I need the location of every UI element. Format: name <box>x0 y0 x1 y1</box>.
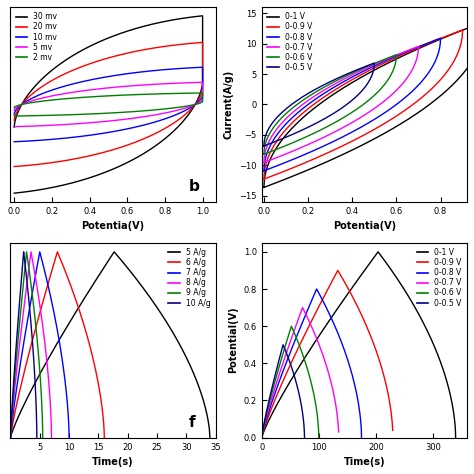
X-axis label: Potentia(V): Potentia(V) <box>333 221 396 231</box>
Y-axis label: Potential(V): Potential(V) <box>228 307 238 374</box>
Legend: 0-1 V, 0-0.9 V, 0-0.8 V, 0-0.7 V, 0-0.6 V, 0-0.5 V: 0-1 V, 0-0.9 V, 0-0.8 V, 0-0.7 V, 0-0.6 … <box>415 246 463 309</box>
Legend: 0-1 V, 0-0.9 V, 0-0.8 V, 0-0.7 V, 0-0.6 V, 0-0.5 V: 0-1 V, 0-0.9 V, 0-0.8 V, 0-0.7 V, 0-0.6 … <box>265 11 313 73</box>
X-axis label: Potentia(V): Potentia(V) <box>82 221 145 231</box>
Text: f: f <box>189 415 196 430</box>
Legend: 5 A/g, 6 A/g, 7 A/g, 8 A/g, 9 A/g, 10 A/g: 5 A/g, 6 A/g, 7 A/g, 8 A/g, 9 A/g, 10 A/… <box>166 246 212 309</box>
X-axis label: Time(s): Time(s) <box>92 457 134 467</box>
Legend: 30 mv, 20 mv, 10 mv, 5 mv, 2 mv: 30 mv, 20 mv, 10 mv, 5 mv, 2 mv <box>14 11 59 64</box>
X-axis label: Time(s): Time(s) <box>344 457 385 467</box>
Text: b: b <box>189 179 200 194</box>
Y-axis label: Current(A/g): Current(A/g) <box>224 70 234 139</box>
